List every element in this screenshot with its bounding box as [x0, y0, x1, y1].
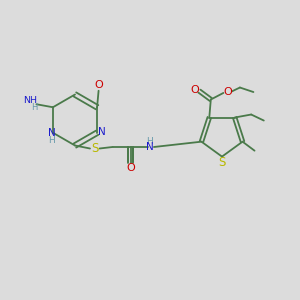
Text: O: O — [224, 87, 233, 97]
Text: NH: NH — [23, 95, 37, 105]
Text: N: N — [47, 128, 55, 138]
Text: O: O — [190, 85, 199, 94]
Text: H: H — [146, 137, 153, 146]
Text: N: N — [98, 127, 106, 137]
Text: O: O — [94, 80, 103, 90]
Text: S: S — [92, 142, 99, 155]
Text: S: S — [218, 156, 226, 169]
Text: N: N — [146, 142, 153, 152]
Text: H: H — [31, 103, 37, 112]
Text: O: O — [126, 163, 135, 173]
Text: H: H — [48, 136, 55, 145]
